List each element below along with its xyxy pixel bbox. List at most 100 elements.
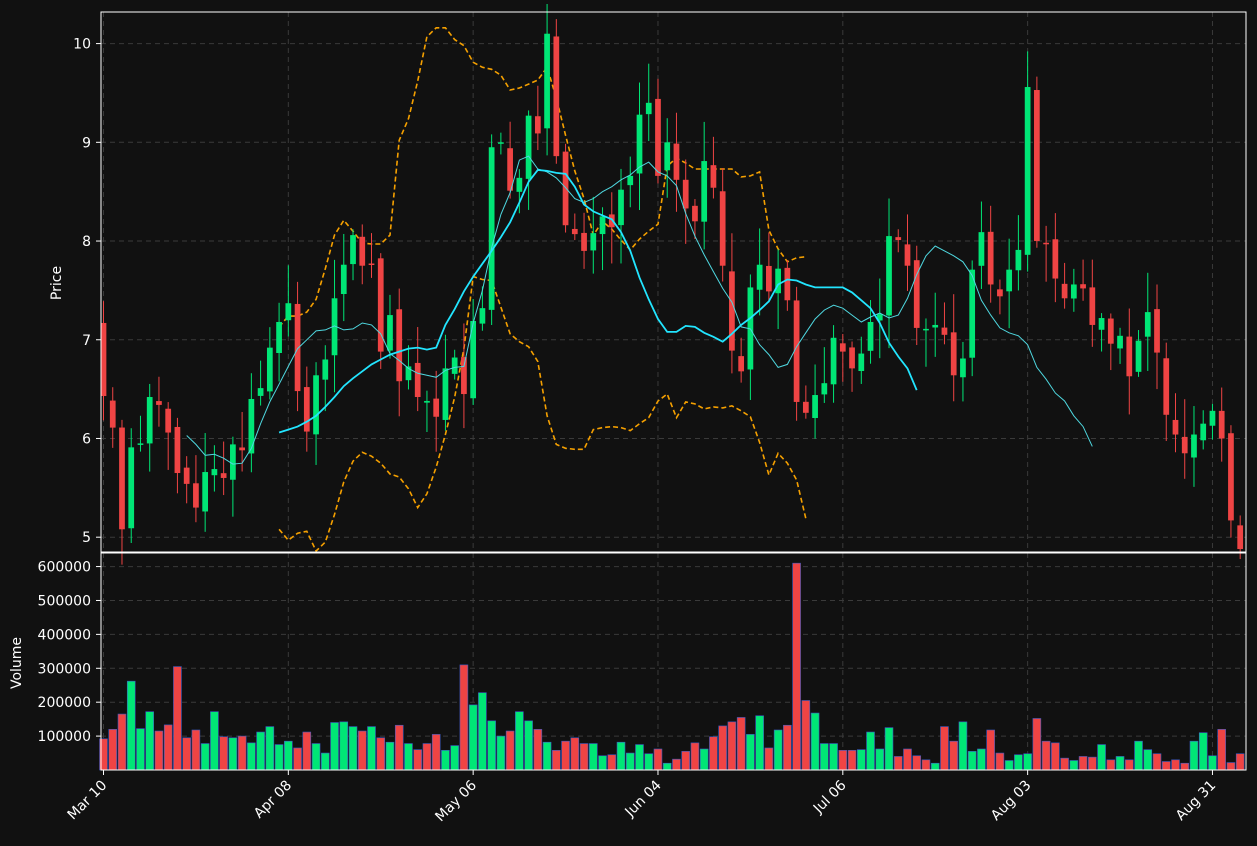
candle-body <box>257 388 264 396</box>
volume-bar <box>228 737 238 771</box>
candle-body <box>553 36 560 157</box>
volume-bar <box>117 713 127 771</box>
candle-body <box>1228 433 1234 521</box>
candle-body <box>1200 423 1207 441</box>
candle-body <box>119 427 125 530</box>
fast-ma-line <box>186 155 1093 465</box>
volume-bar <box>210 711 219 771</box>
candle-body <box>1034 90 1040 242</box>
volume-bar <box>1125 759 1134 771</box>
candle-body <box>1209 410 1216 426</box>
candle-body <box>802 401 809 413</box>
volume-bar <box>1134 740 1143 771</box>
volume-bar <box>385 741 395 771</box>
volume-bar <box>847 750 857 771</box>
candle-body <box>525 115 532 179</box>
candle-body <box>424 400 430 403</box>
candle-body <box>396 309 403 382</box>
candle-body <box>442 368 449 420</box>
candle-body <box>544 33 550 129</box>
candle-body <box>673 143 680 180</box>
volume-bar <box>478 692 487 771</box>
volume-bar <box>1217 729 1226 771</box>
volume-bar <box>699 748 709 771</box>
candle-body <box>1061 283 1068 299</box>
volume-bar <box>940 726 949 771</box>
volume-bar <box>1014 754 1023 771</box>
candle-body <box>821 383 828 395</box>
candle-body <box>867 321 874 351</box>
volume-bar <box>838 750 848 771</box>
candle-body <box>608 214 615 228</box>
volume-bar <box>1097 744 1106 771</box>
candle-body <box>276 321 282 354</box>
candle-body <box>932 324 939 328</box>
volume-bar <box>163 724 173 771</box>
candle-body <box>950 332 957 376</box>
volume-bar <box>570 737 580 771</box>
candle-body <box>581 232 587 251</box>
volume-bar <box>653 748 663 771</box>
price-panel-frame <box>100 11 1247 553</box>
candle-body <box>193 483 199 508</box>
candle-body <box>701 161 708 222</box>
price-tick-label: 5 <box>82 530 91 546</box>
candle-body <box>488 147 495 310</box>
moving-averages <box>186 155 1093 465</box>
candle-body <box>987 231 994 285</box>
candle-body <box>109 400 116 428</box>
candle-body <box>174 426 181 474</box>
candle-body <box>941 327 948 335</box>
volume-bar <box>635 744 644 771</box>
volume-bar <box>357 730 367 771</box>
candle-body <box>969 269 976 358</box>
volume-bar <box>820 743 829 771</box>
candle-body <box>1006 269 1013 292</box>
volume-bar <box>986 729 995 771</box>
volume-bar <box>496 735 506 771</box>
volume-bar <box>376 737 386 771</box>
candle-body <box>1024 87 1031 255</box>
price-tick-label: 6 <box>82 431 91 447</box>
candle-body <box>682 179 689 209</box>
volume-bar <box>1171 759 1180 771</box>
candle-body <box>405 366 412 381</box>
volume-bar <box>1078 756 1088 771</box>
volume-bar <box>801 700 811 771</box>
candle-body <box>895 237 902 241</box>
volume-bar <box>339 721 349 771</box>
volume-bar <box>422 743 432 771</box>
candle-body <box>923 328 929 331</box>
candle-body <box>507 148 513 191</box>
candle-body <box>913 260 920 328</box>
candle-body <box>350 235 356 265</box>
volume-bar <box>681 751 690 771</box>
candle-body <box>183 467 190 484</box>
candle-body <box>627 175 634 186</box>
volume-bar <box>1004 760 1014 771</box>
price-axis-label: Price <box>49 266 65 300</box>
candle-body <box>793 300 800 402</box>
candle-body <box>498 142 504 144</box>
candle-body <box>830 337 837 385</box>
candle-body <box>165 408 172 433</box>
candle-body <box>1135 340 1142 372</box>
price-tick-label: 8 <box>82 234 91 250</box>
candle-body <box>664 142 671 171</box>
volume-bar <box>1180 762 1190 771</box>
candle-body <box>1015 249 1022 271</box>
candle-body <box>710 165 717 188</box>
candle-body <box>590 233 597 251</box>
volume-bar <box>1161 761 1171 771</box>
candle-body <box>470 320 477 399</box>
candle-body <box>655 98 661 176</box>
candle-body <box>1107 318 1114 344</box>
volume-bar <box>561 740 570 771</box>
volume-tick-label: 200000 <box>38 695 91 711</box>
volume-bar <box>1106 759 1116 771</box>
candle-body <box>775 268 781 294</box>
volume-bar <box>515 711 524 771</box>
volume-bar <box>736 717 746 771</box>
volume-bar <box>256 731 265 771</box>
bollinger-bands <box>278 27 807 553</box>
